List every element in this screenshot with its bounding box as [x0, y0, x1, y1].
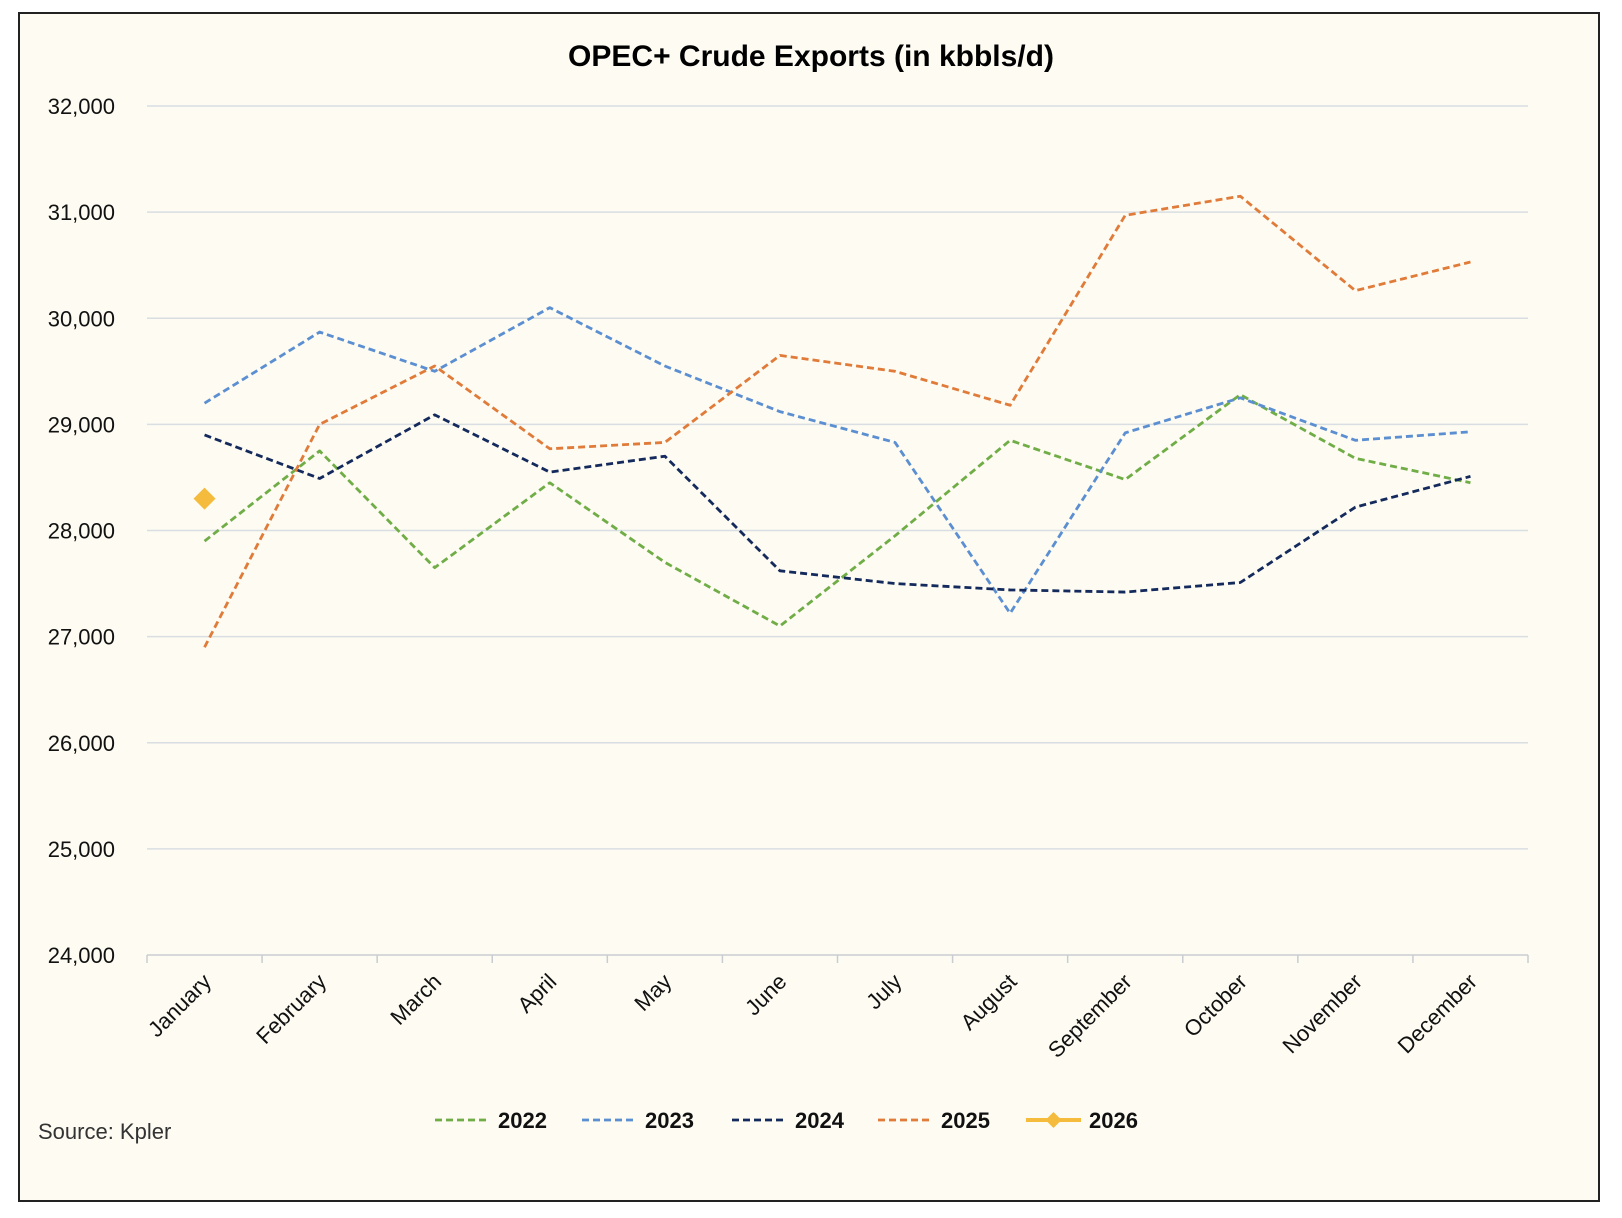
- x-tick-label: September: [1043, 969, 1137, 1063]
- y-tick-label: 24,000: [48, 943, 115, 968]
- x-tick-label: June: [740, 969, 791, 1020]
- y-tick-label: 28,000: [48, 519, 115, 544]
- chart-title: OPEC+ Crude Exports (in kbbls/d): [568, 40, 1054, 73]
- y-axis: 24,000 25,000 26,000 27,000 28,000 29,000 30,0…: [48, 94, 115, 968]
- x-tick-label: August: [956, 969, 1022, 1035]
- series-line-2023: [203, 306, 1471, 615]
- chart-frame: OPEC+ Crude Exports (in kbbls/d) 24,000 2…: [18, 12, 1600, 1202]
- legend-label-2022: 2022: [498, 1108, 547, 1133]
- y-tick-label: 29,000: [48, 412, 115, 437]
- x-tick-label: February: [251, 969, 331, 1049]
- series-line-2024: [204, 413, 1471, 594]
- y-tick-label: 27,000: [48, 625, 115, 650]
- legend-label-2026: 2026: [1089, 1108, 1138, 1133]
- legend-label-2024: 2024: [795, 1108, 845, 1133]
- x-tick-label: December: [1393, 969, 1482, 1058]
- series-line-2025: [203, 194, 1471, 648]
- legend-marker-2026: [1045, 1112, 1062, 1128]
- legend-label-2023: 2023: [645, 1108, 694, 1133]
- y-tick-label: 26,000: [48, 731, 115, 756]
- series-line-2022: [203, 393, 1471, 628]
- x-tick-label: November: [1277, 969, 1366, 1058]
- grid-lines: [147, 105, 1528, 850]
- x-tick-label: March: [385, 969, 446, 1030]
- y-tick-label: 25,000: [48, 837, 115, 862]
- legend-label-2025: 2025: [941, 1108, 990, 1133]
- y-tick-label: 31,000: [48, 200, 115, 225]
- y-tick-label: 30,000: [48, 306, 115, 331]
- series-lines: [193, 194, 1471, 648]
- x-tick-label: July: [861, 969, 906, 1014]
- legend: 2022 2023 2024 2025 2026: [435, 1108, 1138, 1133]
- x-tick-label: January: [143, 969, 216, 1042]
- source-note: Source: Kpler: [38, 1119, 171, 1144]
- line-chart: OPEC+ Crude Exports (in kbbls/d) 24,0002…: [38, 40, 1529, 1144]
- x-tick-label: May: [629, 969, 676, 1016]
- x-tick-label: April: [513, 969, 562, 1018]
- x-axis: January February March April May June July Augu…: [143, 954, 1529, 1063]
- x-tick-label: October: [1179, 969, 1252, 1042]
- data-point-2026: [193, 487, 216, 510]
- y-tick-label: 32,000: [48, 94, 115, 119]
